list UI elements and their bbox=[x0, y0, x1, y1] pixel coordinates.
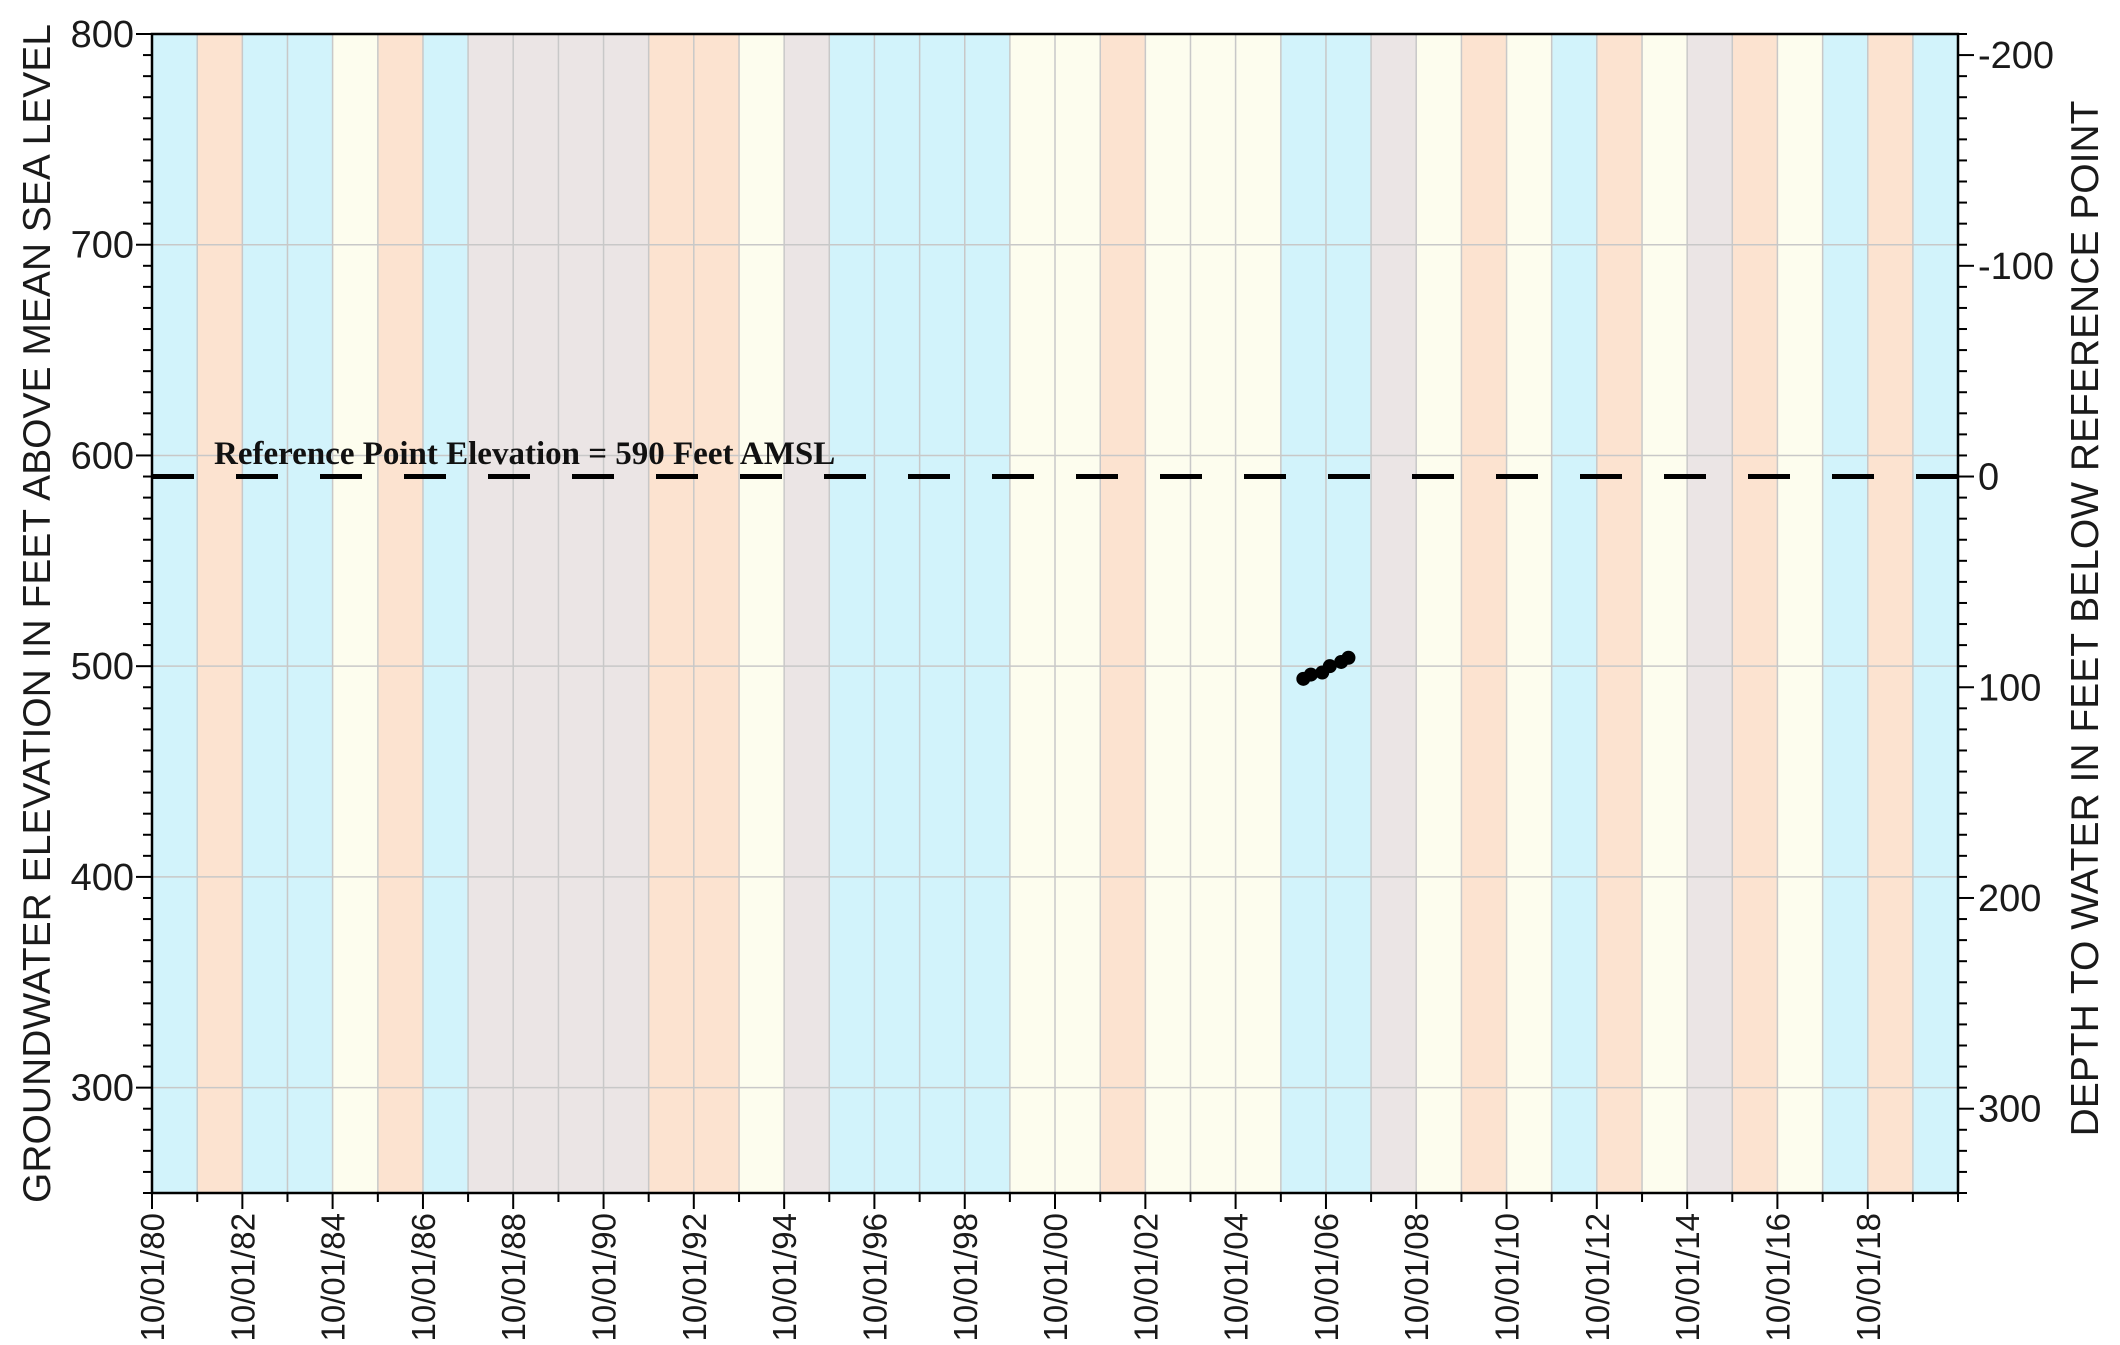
y-axis-left-label: GROUNDWATER ELEVATION IN FEET ABOVE MEAN… bbox=[16, 24, 59, 1203]
left-tick-label: 600 bbox=[71, 435, 134, 477]
x-tick-label: 10/01/12 bbox=[1579, 1213, 1616, 1341]
year-band-gray bbox=[1687, 34, 1733, 1193]
data-series bbox=[1296, 650, 1356, 686]
right-y-axis-ticks: -200 -100 0 100 200 300 bbox=[1958, 33, 2054, 1194]
year-band-yellow bbox=[1009, 34, 1055, 1193]
year-band-blue bbox=[1280, 34, 1326, 1193]
year-band-blue bbox=[1551, 34, 1597, 1193]
year-band-gray bbox=[558, 34, 604, 1193]
year-band-yellow bbox=[1145, 34, 1191, 1193]
x-tick-label: 10/01/92 bbox=[676, 1213, 713, 1341]
year-band-orange bbox=[1461, 34, 1507, 1193]
x-tick-label: 10/01/04 bbox=[1218, 1213, 1255, 1341]
year-band-blue bbox=[829, 34, 875, 1193]
right-tick-label: -200 bbox=[1978, 35, 2054, 77]
right-tick-label: 100 bbox=[1978, 667, 2041, 709]
year-band-yellow bbox=[1235, 34, 1281, 1193]
year-band-yellow bbox=[1506, 34, 1552, 1193]
year-band-gray bbox=[513, 34, 559, 1193]
left-tick-label: 700 bbox=[71, 225, 134, 267]
year-band-blue bbox=[1822, 34, 1868, 1193]
right-tick-label: 300 bbox=[1978, 1089, 2041, 1131]
year-band-blue bbox=[1325, 34, 1372, 1193]
left-tick-label: 800 bbox=[71, 14, 134, 56]
year-band-orange bbox=[1732, 34, 1778, 1193]
year-band-orange bbox=[377, 34, 423, 1193]
year-band-gray bbox=[1371, 34, 1417, 1193]
x-tick-label: 10/01/88 bbox=[495, 1213, 532, 1341]
y-axis-right-label: DEPTH TO WATER IN FEET BELOW REFERENCE P… bbox=[2064, 101, 2107, 1137]
right-tick-label: -100 bbox=[1978, 246, 2054, 288]
x-tick-label: 10/01/14 bbox=[1669, 1213, 1706, 1341]
x-tick-label: 10/01/80 bbox=[134, 1213, 171, 1341]
year-band-orange bbox=[1867, 34, 1913, 1193]
year-band-yellow bbox=[1190, 34, 1236, 1193]
year-band-gray bbox=[468, 34, 514, 1193]
x-tick-label: 10/01/16 bbox=[1759, 1213, 1796, 1341]
year-band-yellow bbox=[1416, 34, 1462, 1193]
x-axis-ticks: 10/01/80 10/01/82 10/01/84 10/01/86 10/01/88… bbox=[134, 1193, 1959, 1341]
year-band-yellow bbox=[1642, 34, 1688, 1193]
left-tick-label: 500 bbox=[71, 646, 134, 688]
year-band-yellow bbox=[1777, 34, 1823, 1193]
year-band-blue bbox=[242, 34, 288, 1193]
year-band-yellow bbox=[739, 34, 785, 1193]
year-band-orange bbox=[693, 34, 740, 1193]
x-tick-label: 10/01/96 bbox=[856, 1213, 893, 1341]
right-tick-label: 0 bbox=[1978, 457, 1999, 499]
year-band-orange bbox=[197, 34, 243, 1193]
x-tick-label: 10/01/08 bbox=[1398, 1213, 1435, 1341]
x-tick-label: 10/01/82 bbox=[224, 1213, 261, 1341]
year-band-yellow bbox=[1055, 34, 1101, 1193]
x-tick-label: 10/01/02 bbox=[1127, 1213, 1164, 1341]
x-tick-label: 10/01/10 bbox=[1489, 1213, 1526, 1341]
water-year-type-bands bbox=[152, 34, 1958, 1193]
x-tick-label: 10/01/86 bbox=[405, 1213, 442, 1341]
x-tick-label: 10/01/90 bbox=[586, 1213, 623, 1341]
year-band-gray bbox=[603, 34, 649, 1193]
data-point bbox=[1322, 659, 1337, 674]
year-band-blue bbox=[152, 34, 198, 1193]
year-band-blue bbox=[422, 34, 469, 1193]
left-tick-label: 400 bbox=[71, 857, 134, 899]
year-band-orange bbox=[1596, 34, 1643, 1193]
year-band-orange bbox=[1100, 34, 1146, 1193]
x-tick-label: 10/01/94 bbox=[766, 1213, 803, 1341]
x-tick-label: 10/01/98 bbox=[947, 1213, 984, 1341]
reference-point-label: Reference Point Elevation = 590 Feet AMS… bbox=[214, 436, 835, 472]
year-band-blue bbox=[919, 34, 965, 1193]
x-tick-label: 10/01/00 bbox=[1037, 1213, 1074, 1341]
x-tick-label: 10/01/18 bbox=[1850, 1213, 1887, 1341]
year-band-blue bbox=[964, 34, 1010, 1193]
year-band-blue bbox=[874, 34, 920, 1193]
left-tick-label: 300 bbox=[71, 1068, 134, 1110]
year-band-blue bbox=[287, 34, 333, 1193]
year-band-blue bbox=[1912, 34, 1958, 1193]
left-y-axis-ticks: 300 400 500 600 700 800 bbox=[71, 14, 152, 1194]
year-band-yellow bbox=[332, 34, 378, 1193]
year-band-gray bbox=[784, 34, 830, 1193]
year-band-orange bbox=[648, 34, 694, 1193]
data-point bbox=[1341, 650, 1356, 665]
x-tick-label: 10/01/06 bbox=[1308, 1213, 1345, 1341]
x-tick-label: 10/01/84 bbox=[315, 1213, 352, 1341]
grid-lines bbox=[151, 33, 1959, 1193]
right-tick-label: 200 bbox=[1978, 878, 2041, 920]
data-point bbox=[1303, 667, 1318, 682]
